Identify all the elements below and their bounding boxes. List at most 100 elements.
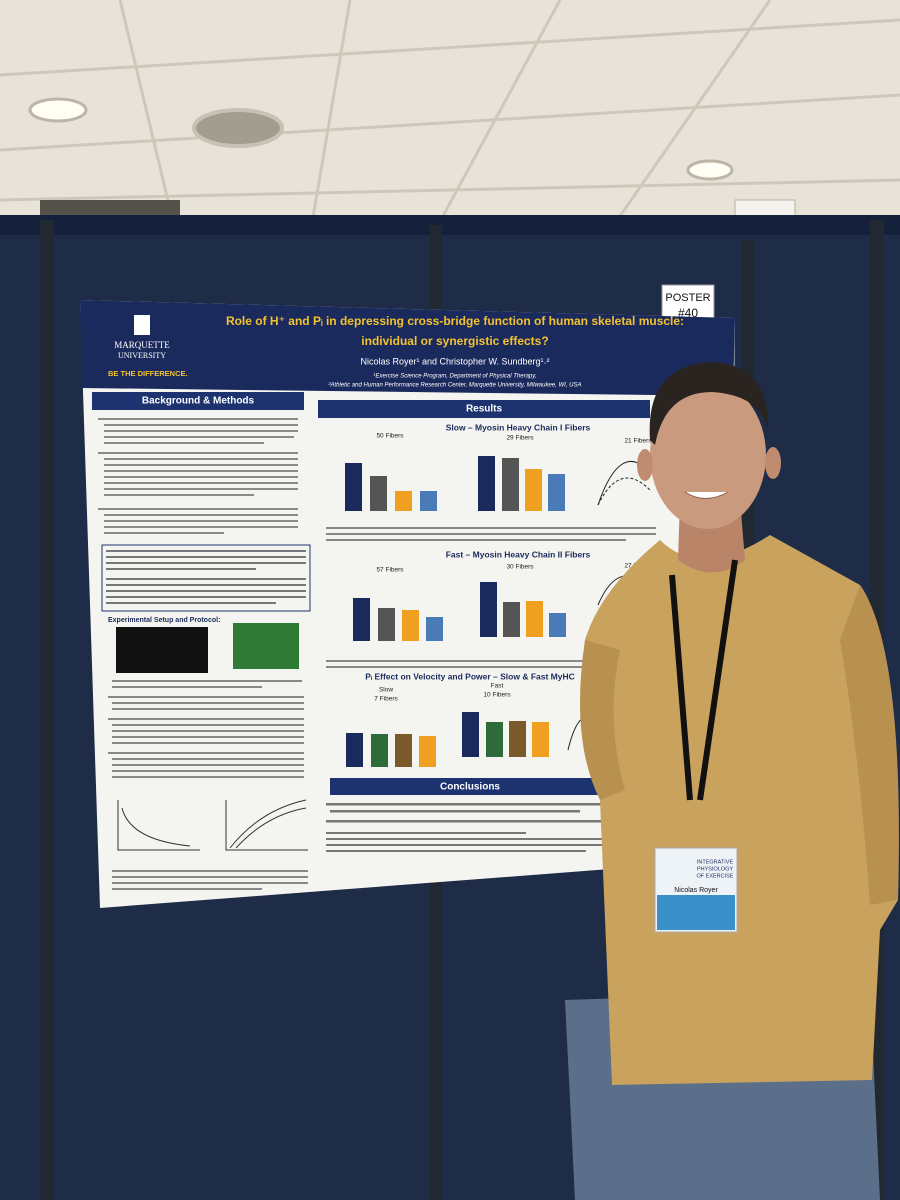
- methods-text-lines-part: [112, 724, 304, 726]
- poster-header: [80, 300, 735, 396]
- section-heading: Conclusions: [440, 782, 500, 793]
- methods-text-lines-part: [108, 718, 304, 720]
- methods-text-lines-part: [112, 764, 304, 766]
- figure-photo: [116, 627, 208, 673]
- mini-bar-chart-part: [548, 474, 565, 511]
- shirt-arm: [840, 585, 899, 905]
- purpose-text-lines-part: [106, 590, 306, 592]
- ceiling-grid-part: [598, 0, 772, 246]
- body-text-lines-part: [104, 430, 298, 432]
- mini-bar-chart: [345, 456, 651, 511]
- caption-lines-part: [326, 527, 656, 529]
- mini-bar-chart-part: [371, 734, 388, 767]
- conclusion-lines-part: [326, 844, 606, 846]
- ear: [765, 447, 781, 479]
- panel-label: 30 Fibers: [506, 564, 534, 571]
- mini-bar-chart-part: [462, 712, 479, 757]
- body-text-lines-part: [104, 442, 264, 444]
- protocol-figure-part: [117, 800, 200, 851]
- conclusion-lines-part: [330, 810, 580, 813]
- conclusion-lines-part: [326, 838, 606, 840]
- protocol-figure-part: [225, 800, 308, 851]
- ceiling-grid: [0, 0, 900, 246]
- mini-bar-chart-part: [549, 613, 566, 637]
- mini-bar-chart-part: [346, 733, 363, 767]
- section-heading: Background & Methods: [142, 396, 255, 407]
- caption-lines: [326, 527, 656, 541]
- body-text-lines: [98, 418, 298, 534]
- person: INTEGRATIVE PHYSIOLOGY OF EXERCISE Nicol…: [565, 362, 899, 1200]
- badge-event: INTEGRATIVE: [697, 859, 734, 865]
- mini-bar-chart-part: [395, 734, 412, 767]
- panel-label: 10 Fibers: [483, 692, 511, 699]
- poster-affiliation: ²Athletic and Human Performance Research…: [329, 383, 582, 389]
- purpose-text-lines-part: [106, 568, 256, 570]
- poster-title: Role of H⁺ and Pᵢ in depressing cross-br…: [226, 314, 684, 328]
- methods-text-lines-part: [112, 736, 304, 738]
- ceiling-speaker: [192, 108, 284, 148]
- figure-photo: [233, 623, 299, 669]
- caption-lines-part: [326, 533, 656, 535]
- mini-bar-chart: [346, 712, 601, 767]
- face: [650, 381, 766, 529]
- mini-bar-chart-part: [378, 608, 395, 641]
- conclusion-lines-part: [326, 850, 586, 852]
- body-text-lines-part: [98, 508, 298, 510]
- body-text-lines-part: [104, 532, 224, 534]
- methods-text-lines-part: [112, 776, 304, 778]
- body-text-lines-part: [104, 494, 254, 496]
- panel-heading: Slow – Myosin Heavy Chain I Fibers: [446, 422, 591, 432]
- panel-label: 29 Fibers: [506, 435, 534, 442]
- mini-bar-chart: [353, 575, 641, 641]
- badge-name: Nicolas Royer: [674, 887, 718, 894]
- sign-text: POSTER: [665, 292, 710, 304]
- hair: [649, 362, 769, 445]
- ceiling-grid-part: [308, 0, 352, 236]
- ceiling-light: [28, 97, 88, 123]
- ceiling-grid-part: [118, 0, 177, 231]
- body-text-lines-part: [104, 436, 294, 438]
- section-bar: [330, 778, 610, 795]
- body-text-lines-part: [104, 464, 298, 466]
- body-text-lines-part: [104, 476, 298, 478]
- section-bar: [92, 392, 304, 410]
- caption-lines-part: [112, 882, 308, 884]
- mini-bar-chart-part: [532, 722, 549, 757]
- mini-bar-chart-part: [526, 601, 543, 637]
- purpose-text-lines-part: [106, 602, 276, 604]
- badge-event: OF EXERCISE: [697, 873, 734, 879]
- purpose-text-lines-part: [106, 596, 306, 598]
- ear: [637, 449, 653, 481]
- mini-bar-chart-part: [395, 491, 412, 511]
- badge-event: PHYSIOLOGY: [697, 866, 733, 872]
- protocol-figure: [117, 799, 308, 851]
- mini-bar-chart-part: [370, 476, 387, 511]
- caption-lines-part: [112, 870, 308, 872]
- logo-text: UNIVERSITY: [118, 351, 166, 360]
- methods-text-lines-part: [108, 752, 304, 754]
- panel-label: 50 Fibers: [376, 433, 404, 440]
- ceiling-light: [686, 159, 734, 181]
- mini-bar-chart-part: [426, 617, 443, 641]
- caption-lines: [326, 660, 656, 668]
- panel-pole: [40, 220, 54, 1200]
- protocol-figure-part: [121, 807, 191, 847]
- mini-bar-chart-part: [402, 610, 419, 641]
- logo-tagline: BE THE DIFFERENCE.: [108, 369, 188, 378]
- purpose-text-lines: [106, 550, 306, 604]
- mini-bar-chart-part: [419, 736, 436, 767]
- badge-band: [657, 895, 735, 930]
- protocol-figure-part: [229, 799, 307, 849]
- conclusion-lines-part: [326, 820, 626, 823]
- body-text-lines-part: [104, 424, 298, 426]
- protocol-figure-part: [235, 807, 307, 849]
- section-bar: [318, 400, 650, 418]
- mini-bar-chart-part: [503, 602, 520, 637]
- methods-text-lines-part: [112, 770, 304, 772]
- methods-text-lines-part: [112, 686, 262, 688]
- body-text-lines-part: [104, 458, 298, 460]
- panel-heading: Fast – Myosin Heavy Chain II Fibers: [446, 549, 591, 559]
- panel-label: 57 Fibers: [376, 567, 404, 574]
